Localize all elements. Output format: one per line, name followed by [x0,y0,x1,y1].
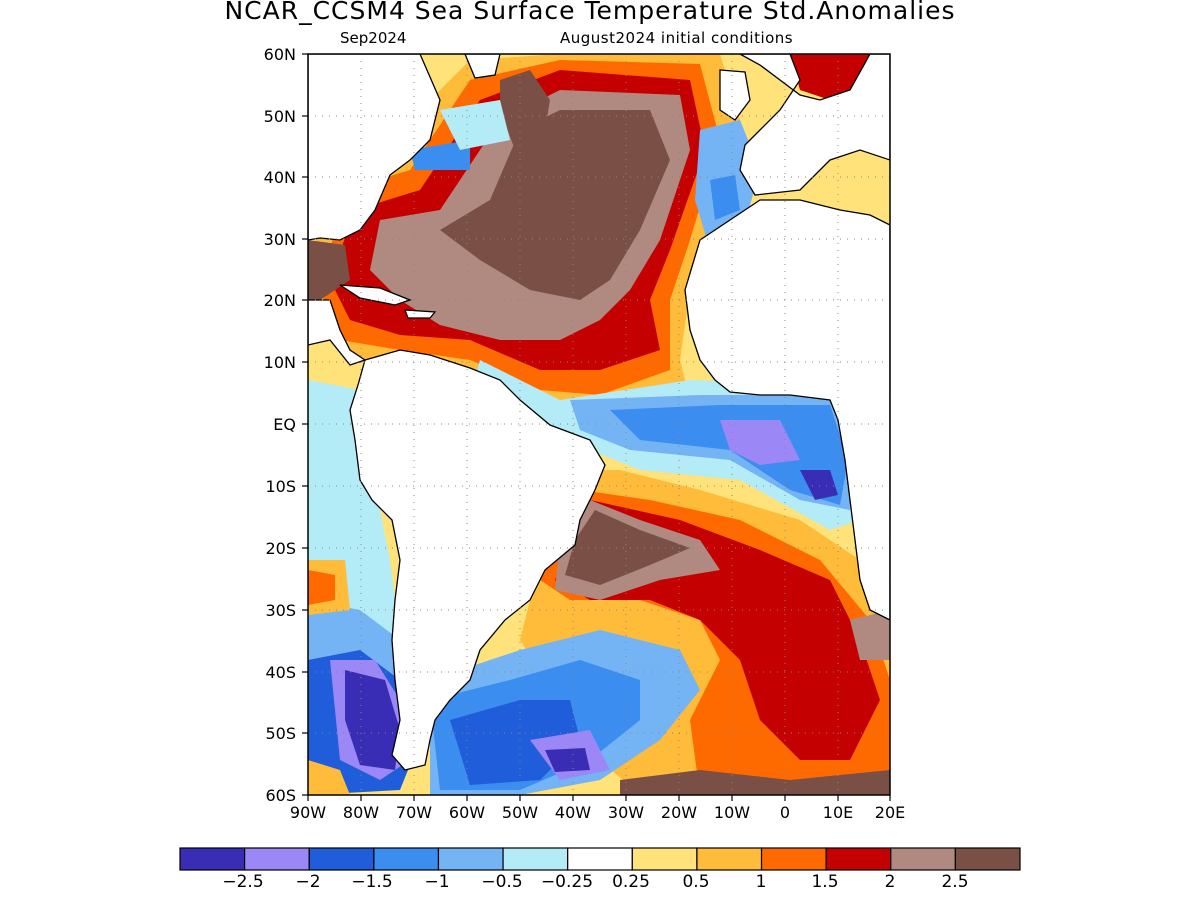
lat-label-50n: 50N [263,107,296,126]
lon-label-10w: 10W [713,803,751,822]
pacific-darkpurple [345,670,400,770]
lon-label-30w: 30W [607,803,645,822]
south-bottom-brown [620,770,890,795]
colorbar-swatch [760,847,827,871]
colorbar [179,847,1021,871]
forecast-month: Sep2024 [340,29,407,47]
colorbar-swatch [631,847,698,871]
colorbar-label: −2 [295,872,321,892]
axis-ticks [302,53,891,801]
colorbar-label: 0.5 [682,872,710,892]
lat-label-20s: 20S [265,539,296,558]
colorbar-label: −2.5 [222,872,264,892]
colorbar-swatch [696,847,763,871]
lon-label-20e: 20E [874,803,906,822]
colorbar-swatch [890,847,956,871]
colorbar-swatch [825,847,892,871]
lon-label-40w: 40W [554,803,592,822]
labrador-sea-blue [440,100,510,150]
colorbar-label: 1 [755,872,767,892]
equatorial-deepblue [610,405,848,505]
colorbar-swatch [567,847,633,871]
colorbar-label: −1 [424,872,450,892]
cape-brown [850,610,890,660]
sst-anomaly-field [308,54,890,795]
north-atlantic-brown-dark [440,110,670,300]
sw-darkpurple [545,748,590,772]
colorbar-swatch [373,847,440,871]
colorbar-label: 0.25 [612,872,650,892]
lat-label-60n: 60N [263,45,296,64]
colorbar-label: −0.5 [481,872,523,892]
colorbar-label: −0.25 [540,872,594,892]
colorbar-label: 2 [884,872,896,892]
lat-label-30s: 30S [265,601,296,620]
lon-label-50w: 50W [501,803,539,822]
colorbar-swatch [954,847,1021,871]
initial-conditions: August2024 initial conditions [560,29,794,47]
angola-purple [800,470,838,500]
brazil-brown-dark [565,510,690,585]
lat-label-10s: 10S [265,477,296,496]
colorbar-swatch [179,847,246,871]
caribbean-brown [308,240,350,300]
lat-label-40n: 40N [263,168,296,187]
lat-label-eq: EQ [273,415,296,434]
labrador-brown [500,70,550,160]
colorbar-swatch [308,847,375,871]
lon-label-80w: 80W [342,803,380,822]
lat-label-40s: 40S [265,663,296,682]
lat-label-10n: 10N [263,353,296,372]
colorbar-swatch [502,847,569,871]
equatorial-purple [720,420,800,465]
pacific-sw-orange [308,760,350,795]
lon-label-20w: 20W [660,803,698,822]
pacific-darkorange-patch [308,570,335,605]
colorbar-label: 1.5 [811,872,839,892]
lon-label-90w: 90W [289,803,327,822]
chart-title: NCAR_CCSM4 Sea Surface Temperature Std.A… [224,0,956,25]
lat-label-60s: 60S [265,786,296,805]
colorbar-label: 2.5 [941,872,969,892]
lat-label-30n: 30N [263,230,296,249]
lat-label-20n: 20N [263,291,296,310]
colorbar-label: −1.5 [351,872,393,892]
lat-label-50s: 50S [265,724,296,743]
lon-label-70w: 70W [395,803,433,822]
land-masses [308,54,890,771]
lon-label-60w: 60W [448,803,486,822]
labrador-blue [410,140,470,170]
colorbar-swatch [437,847,504,871]
lon-label-10e: 10E [822,803,854,822]
lon-label-0: 0 [779,803,791,822]
sw-deepblue [450,700,580,785]
colorbar-swatch [244,847,310,871]
